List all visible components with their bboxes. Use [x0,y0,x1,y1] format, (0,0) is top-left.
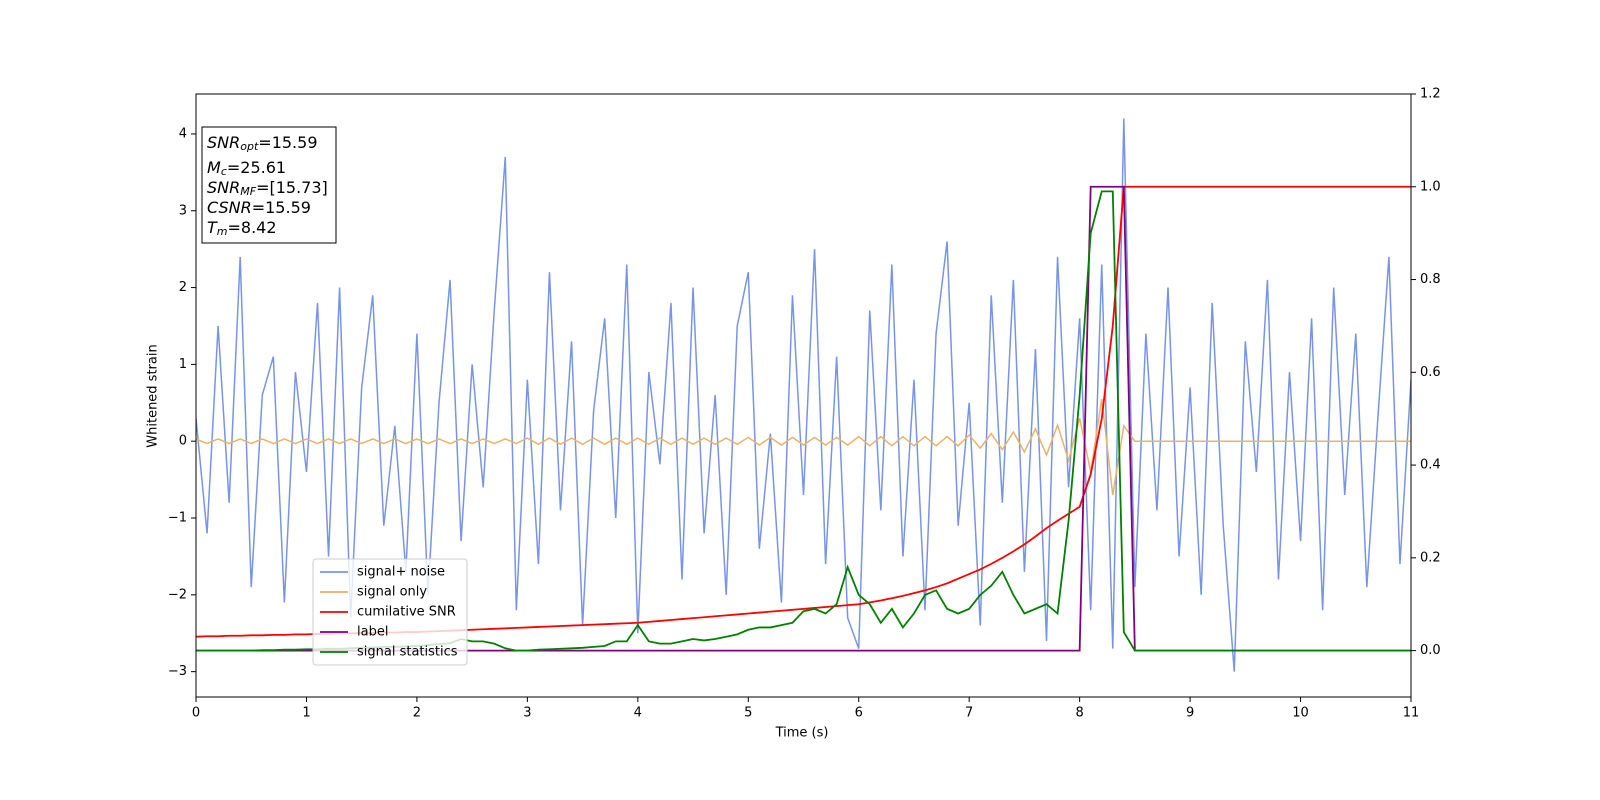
annotation: SNRMF=[15.73] [207,178,328,199]
x-tick-label: 6 [855,706,863,721]
x-tick-label: 2 [413,706,421,721]
annotation: Tm=8.42 [207,218,277,239]
plot-frame [195,93,1412,698]
y-axis-label: Whitened strain [146,344,161,447]
annotation-text: =[15.73] [256,178,328,197]
legend-frame [312,558,468,666]
x-tick-label: 8 [1075,706,1083,721]
x-tick-label: 5 [744,706,752,721]
legend-label: signal only [357,585,427,600]
x-tick-label: 11 [1403,706,1420,721]
legend-label: cumilative SNR [357,605,456,620]
y-tick-label: 3 [179,203,187,218]
annotation-subscript: c [221,165,227,178]
y-tick-label: −1 [168,511,187,526]
legend-label: label [357,625,388,640]
annotation-text: =15.59 [258,133,317,152]
y-tick-label: −3 [168,664,187,679]
y-tick-label: 1 [179,357,187,372]
annotation-symbol: SNR [207,133,240,152]
y2-tick-label: 0.6 [1420,365,1441,380]
y2-tick-label: 1.2 [1420,87,1441,102]
annotation-subscript: MF [240,185,256,198]
series-line [196,118,1411,672]
annotation-symbol: T [207,218,218,237]
x-axis-label: Time (s) [775,726,829,741]
annotation: Mc=25.61 [207,158,286,179]
annotation: SNRopt=15.59 [207,133,318,154]
x-tick-label: 10 [1292,706,1309,721]
x-tick-label: 0 [192,706,200,721]
x-tick-label: 9 [1186,706,1194,721]
x-tick-label: 3 [523,706,531,721]
y2-tick-label: 0.4 [1420,458,1441,473]
annotation-symbol: SNR [207,178,240,197]
annotation-text: =8.42 [228,218,277,237]
y2-tick-label: 0.8 [1420,272,1441,287]
annotation-text: =25.61 [227,158,286,177]
y2-tick-label: 0.2 [1420,550,1441,565]
series-line [196,398,1411,496]
annotation-subscript: m [217,225,228,238]
annotation-text: =15.59 [252,198,311,217]
x-tick-label: 1 [302,706,310,721]
legend-label: signal statistics [357,645,458,660]
x-tick-label: 7 [965,706,973,721]
annotation-box: SNRopt=15.59Mc=25.61SNRMF=[15.73]CSNR=15… [201,126,337,244]
legend: signal+ noise signal only cumilative SNR la… [312,558,468,666]
y-tick-label: −2 [168,587,187,602]
annotation-symbol: CSNR [207,198,252,217]
legend-label: signal+ noise [357,565,445,580]
annotation-symbol: M [207,158,221,177]
x-tick-label: 4 [634,706,642,721]
y2-tick-label: 1.0 [1420,179,1441,194]
annotation: CSNR=15.59 [207,198,311,217]
annotation-frame [201,126,337,244]
annotation-subscript: opt [240,140,259,153]
y2-tick-label: 0.0 [1420,643,1441,658]
y-tick-label: 2 [179,280,187,295]
y-tick-label: 0 [179,434,187,449]
y-tick-label: 4 [179,126,187,141]
